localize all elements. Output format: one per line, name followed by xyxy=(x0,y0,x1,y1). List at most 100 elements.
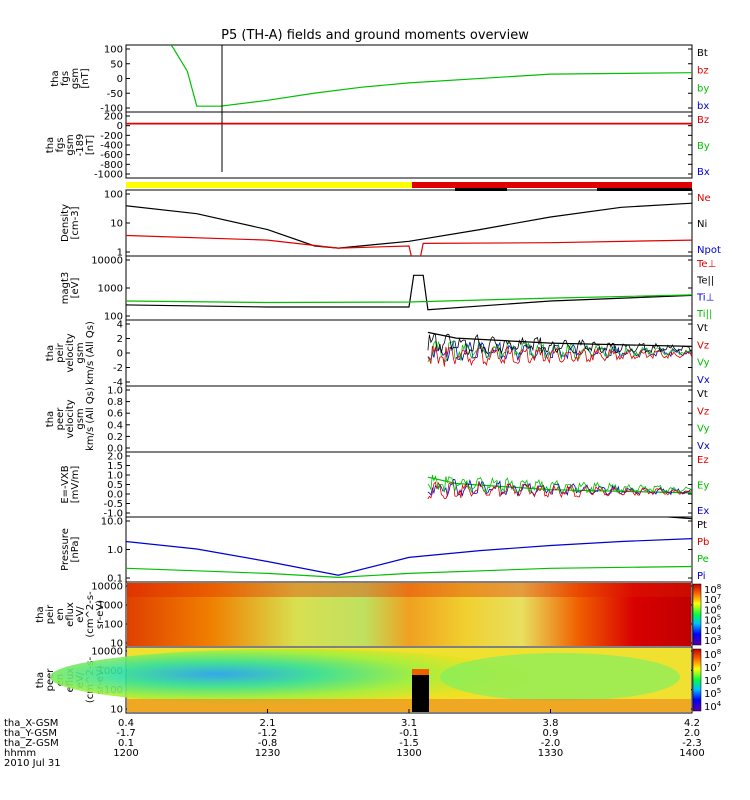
ytick-label: -100 xyxy=(100,104,123,115)
ytick-label: -400 xyxy=(100,141,123,152)
series-line-Ne xyxy=(126,234,692,256)
ytick-label: -800 xyxy=(100,160,123,171)
legend-entry: By xyxy=(697,141,710,152)
xaxis-value: -1.7 xyxy=(116,728,136,739)
legend-entry: Ey xyxy=(697,481,709,492)
spectrogram-peir xyxy=(127,583,691,646)
legend-entry: Bx xyxy=(697,167,710,178)
xaxis-row-label: hhmm xyxy=(4,748,36,759)
xaxis-value: 1300 xyxy=(396,748,421,759)
legend-entry: Pi xyxy=(697,571,706,582)
ytick-label: 1.0 xyxy=(107,471,123,482)
ytick-label: 1.5 xyxy=(107,461,123,472)
spectrogram-band xyxy=(127,583,691,597)
spectrogram-blob xyxy=(440,653,680,701)
ylabel-line: eV/ xyxy=(75,606,86,623)
ylabel-line: tha xyxy=(35,606,46,622)
xaxis-value: 0.4 xyxy=(118,718,134,729)
ytick-label: 0.1 xyxy=(107,574,123,585)
ytick-label: 0.6 xyxy=(107,409,123,420)
ylabel-line: peer xyxy=(55,407,66,431)
legend-entry: Vx xyxy=(697,441,710,452)
ylabel-line: tha xyxy=(45,137,56,153)
xaxis-value: -1.2 xyxy=(258,728,278,739)
ytick-label: 0.4 xyxy=(107,420,123,431)
ytick-label: -4 xyxy=(113,378,123,389)
legend-entry: Vx xyxy=(697,375,710,386)
legend-entry: bz xyxy=(697,66,709,77)
xaxis-row-label: tha_Y-GSM xyxy=(4,728,57,739)
ylabel-line: fgs xyxy=(60,71,71,86)
mode-bar-burst xyxy=(455,188,507,191)
ylabel-line: velocity xyxy=(65,399,76,438)
panel-frame-efield xyxy=(125,451,693,518)
ytick-label: 100 xyxy=(104,190,123,201)
panel-frame-temperature xyxy=(125,255,693,321)
panel-frame-fgs_gsm xyxy=(125,111,693,179)
mode-bar-burst xyxy=(597,188,692,191)
panel-frame-fgs xyxy=(125,44,693,113)
xaxis-value: 3.1 xyxy=(401,718,417,729)
xaxis-value: -0.1 xyxy=(399,728,419,739)
ylabel-line: peer xyxy=(45,668,56,692)
xaxis-value: 0.9 xyxy=(543,728,559,739)
legend-entry: Vt xyxy=(697,323,708,334)
legend-entry: Ti⊥ xyxy=(696,292,714,303)
ytick-label: 1.0 xyxy=(107,545,123,556)
ytick-label: -600 xyxy=(100,150,123,161)
ytick-label: 0.5 xyxy=(107,480,123,491)
ytick-label: 10 xyxy=(110,705,123,716)
legend-entry: Vz xyxy=(697,406,709,417)
ylabel-line: Density xyxy=(60,204,71,242)
ylabel-line: [nT] xyxy=(85,135,96,155)
xaxis-value: 2.1 xyxy=(260,718,276,729)
series-line-Ti|| xyxy=(126,294,692,304)
colorbar-tick: 103 xyxy=(704,634,721,647)
series-line-by xyxy=(170,45,692,107)
ytick-label: -0.5 xyxy=(103,499,123,510)
legend-entry: Npot xyxy=(697,245,721,256)
ylabel-line: gsm xyxy=(75,408,86,429)
series-line-Ey xyxy=(427,476,692,494)
mode-bar-slow xyxy=(126,182,412,188)
ytick-label: -200 xyxy=(100,131,123,142)
xaxis-value: -2.0 xyxy=(541,738,561,749)
chart-title: P5 (TH-A) fields and ground moments over… xyxy=(221,28,529,43)
ytick-label: 0 xyxy=(117,74,123,85)
ylabel-line: tha xyxy=(50,70,61,86)
xaxis-row-label: tha_Z-GSM xyxy=(4,738,59,749)
ylabel-line: sr-eV) xyxy=(95,600,106,629)
ytick-label: 1000 xyxy=(98,284,123,295)
legend-entry: Pb xyxy=(697,537,709,548)
legend-entry: Ti|| xyxy=(696,309,712,320)
ylabel-line: [nT] xyxy=(80,68,91,88)
xaxis-value: 1330 xyxy=(538,748,563,759)
ylabel-line: km/s (All Qs) xyxy=(85,387,96,451)
legend-entry: Vy xyxy=(697,424,710,435)
xaxis-value: 1200 xyxy=(113,748,138,759)
legend-entry: Vy xyxy=(697,358,710,369)
xaxis-value: 4.2 xyxy=(684,718,700,729)
legend-entry: bx xyxy=(697,101,709,112)
ytick-label: 10 xyxy=(110,639,123,650)
ylabel-line: -189 xyxy=(75,134,86,157)
ytick-label: 50 xyxy=(110,59,123,70)
legend-entry: Bz xyxy=(697,115,709,126)
series-line-Vt xyxy=(427,331,692,347)
ylabel-line: gsm xyxy=(75,342,86,363)
series-noise xyxy=(427,339,692,363)
ytick-label: 10000 xyxy=(91,647,123,658)
series-noise xyxy=(427,345,692,367)
ylabel-line: E=-VXB xyxy=(60,465,71,503)
ylabel-line: [nPa] xyxy=(70,536,81,562)
ytick-label: 0 xyxy=(117,121,123,132)
series-line-Pi xyxy=(126,538,692,576)
colorbar xyxy=(692,583,702,646)
legend-entry: Ni xyxy=(697,219,707,230)
series-line-Pe xyxy=(126,565,692,579)
ylabel-line: en xyxy=(55,608,66,621)
series-line-Pt xyxy=(660,517,692,520)
ytick-label: 2 xyxy=(117,334,123,345)
xaxis-value: -0.8 xyxy=(258,738,278,749)
